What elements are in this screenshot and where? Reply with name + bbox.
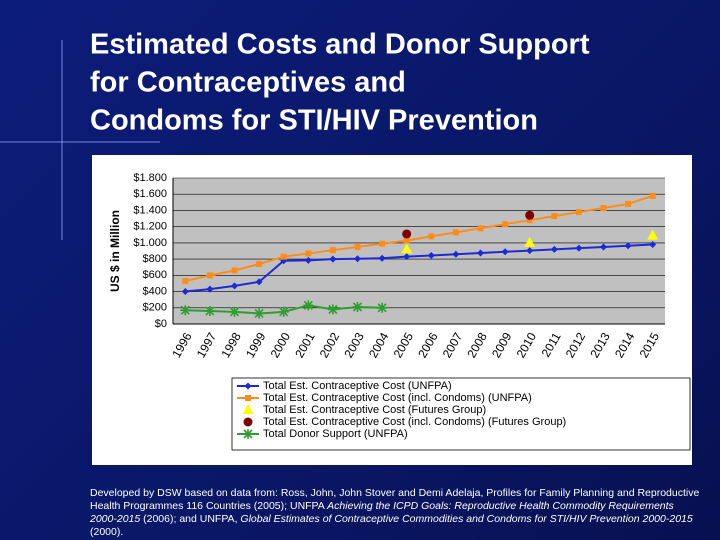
data-point	[329, 255, 337, 263]
data-point	[477, 249, 484, 257]
data-point	[501, 248, 509, 256]
data-point	[525, 210, 535, 220]
slide-title: for Contraceptives and	[90, 67, 406, 99]
data-point	[229, 306, 240, 317]
footnote-part: Achieving the ICPD Goals: Reproductive H…	[90, 500, 674, 525]
data-point	[327, 304, 338, 315]
y-tick-label: $1.800	[133, 172, 167, 184]
data-point	[280, 253, 287, 260]
data-point	[352, 301, 363, 312]
data-point	[403, 237, 410, 244]
y-axis-label: US $ in Million	[108, 210, 122, 292]
footnote-part: Global Estimates of Contraceptive Commod…	[240, 513, 693, 525]
data-point	[428, 233, 435, 240]
footnote-part: (2006); and UNFPA,	[140, 513, 241, 525]
data-point	[181, 288, 189, 296]
data-point	[600, 243, 607, 251]
data-point	[354, 255, 361, 263]
footnote: Developed by DSW based on data from: Ros…	[90, 487, 700, 539]
data-point	[182, 278, 189, 285]
data-point	[204, 306, 215, 317]
legend-label: Total Donor Support (UNFPA)	[263, 428, 408, 440]
legend-label: Total Est. Contraceptive Cost (incl. Con…	[263, 416, 566, 428]
footnote-part: (2000).	[90, 526, 124, 538]
data-point	[206, 285, 214, 293]
data-point	[304, 256, 312, 264]
legend-marker	[243, 417, 253, 427]
y-tick-label: $1.200	[133, 221, 167, 233]
y-tick-label: $600	[143, 269, 167, 281]
data-point	[256, 260, 263, 267]
y-tick-label: $800	[143, 253, 167, 265]
data-point	[254, 308, 265, 319]
series-line	[185, 243, 653, 293]
slide-title: Condoms for STI/HIV Prevention	[90, 105, 538, 137]
legend-label: Total Est. Contraceptive Cost (Futures G…	[263, 404, 486, 416]
data-point	[231, 282, 238, 290]
data-point	[402, 229, 412, 239]
data-point	[329, 247, 336, 254]
y-tick-label: $0	[155, 318, 167, 330]
data-point	[625, 200, 632, 207]
data-point	[452, 229, 459, 236]
data-point	[278, 306, 289, 317]
data-point	[403, 253, 411, 261]
data-point	[354, 243, 361, 250]
legend-marker	[243, 429, 253, 439]
data-point	[180, 305, 191, 316]
data-point	[378, 254, 386, 262]
data-point	[401, 243, 413, 254]
data-point	[624, 242, 632, 250]
plot-area	[173, 178, 665, 324]
data-point	[526, 247, 534, 255]
series-line	[185, 194, 654, 282]
data-point	[206, 272, 213, 279]
data-point	[477, 225, 484, 232]
data-point	[502, 221, 509, 228]
data-point	[305, 250, 312, 257]
data-point	[427, 251, 435, 259]
y-tick-label: $1.000	[133, 237, 167, 249]
data-point	[649, 241, 657, 249]
data-point	[575, 244, 583, 252]
legend-marker	[244, 382, 252, 390]
data-point	[575, 209, 582, 216]
legend-label: Total Est. Contraceptive Cost (UNFPA)	[263, 380, 452, 392]
data-point	[647, 229, 659, 240]
data-point	[526, 217, 533, 224]
data-point	[600, 205, 607, 212]
slide-title: Estimated Costs and Donor Support	[90, 29, 590, 61]
y-tick-label: $1.600	[133, 188, 167, 200]
data-point	[649, 192, 656, 199]
data-point	[452, 250, 460, 258]
data-point	[377, 302, 388, 313]
legend-marker	[242, 404, 254, 414]
data-point	[524, 236, 536, 247]
data-point	[303, 300, 314, 311]
y-tick-label: $200	[143, 302, 167, 314]
legend-box	[231, 377, 691, 451]
footnote-part: Developed by DSW based on data from: Ros…	[90, 487, 700, 512]
legend-marker	[245, 395, 251, 401]
y-tick-label: $1.400	[133, 204, 167, 216]
y-tick-label: $400	[143, 285, 167, 297]
data-point	[550, 245, 558, 253]
legend-label: Total Est. Contraceptive Cost (incl. Con…	[263, 392, 532, 404]
data-point	[231, 267, 238, 274]
data-point	[379, 240, 386, 247]
data-point	[255, 278, 263, 286]
data-point	[551, 213, 558, 220]
